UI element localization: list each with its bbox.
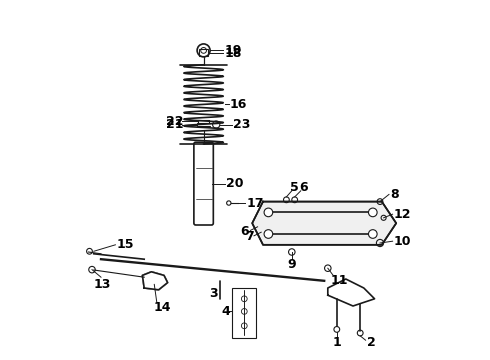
Text: 6: 6 bbox=[241, 225, 249, 238]
Text: 23: 23 bbox=[233, 118, 251, 131]
Text: 7: 7 bbox=[245, 230, 254, 243]
Text: 13: 13 bbox=[94, 278, 111, 291]
Text: 3: 3 bbox=[209, 287, 218, 300]
Text: 20: 20 bbox=[226, 177, 244, 190]
Text: 22: 22 bbox=[166, 115, 183, 128]
Text: 6: 6 bbox=[299, 181, 308, 194]
Circle shape bbox=[264, 230, 273, 238]
Text: 19: 19 bbox=[224, 44, 242, 57]
Text: 8: 8 bbox=[390, 188, 399, 201]
Text: 16: 16 bbox=[230, 98, 247, 111]
Text: 5: 5 bbox=[290, 181, 299, 194]
Circle shape bbox=[264, 208, 273, 217]
Text: 14: 14 bbox=[153, 301, 171, 314]
Text: 1: 1 bbox=[333, 336, 342, 349]
Circle shape bbox=[368, 208, 377, 217]
Text: 2: 2 bbox=[367, 336, 375, 349]
Circle shape bbox=[368, 230, 377, 238]
Text: 21: 21 bbox=[166, 118, 183, 131]
Text: 9: 9 bbox=[288, 258, 296, 271]
Text: 12: 12 bbox=[393, 208, 411, 221]
Text: 10: 10 bbox=[393, 235, 411, 248]
Text: 18: 18 bbox=[224, 47, 242, 60]
Text: 4: 4 bbox=[221, 305, 230, 318]
Polygon shape bbox=[143, 272, 168, 290]
Bar bbox=[199, 49, 208, 56]
Text: 17: 17 bbox=[246, 197, 264, 210]
Text: 11: 11 bbox=[331, 274, 348, 287]
Polygon shape bbox=[252, 202, 396, 245]
Bar bbox=[232, 288, 256, 338]
Text: 15: 15 bbox=[117, 238, 134, 251]
